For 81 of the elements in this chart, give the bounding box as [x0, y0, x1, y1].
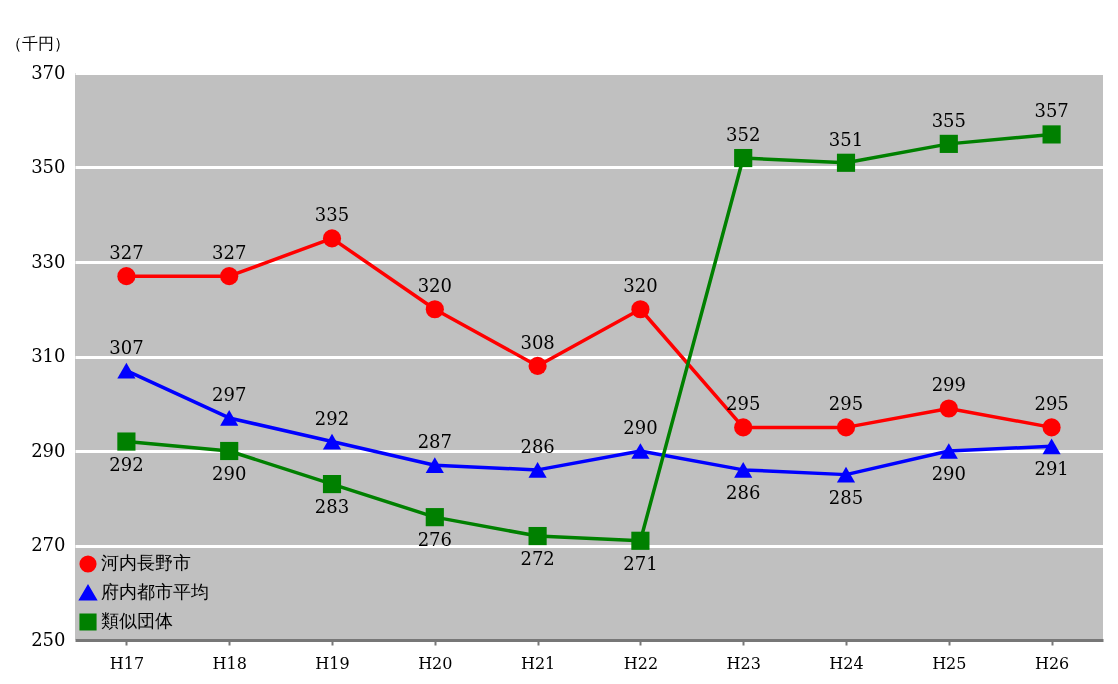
point [425, 457, 444, 474]
x-tick-label: H17 [109, 653, 145, 673]
point [117, 267, 136, 286]
point [939, 134, 958, 153]
point [836, 153, 856, 172]
data-label: 335 [314, 204, 350, 226]
point [117, 362, 136, 379]
y-tick-label: 370 [31, 61, 66, 83]
y-tick-label: 270 [31, 534, 66, 555]
point [322, 474, 342, 494]
point [425, 508, 444, 527]
x-tick-label: H26 [1034, 653, 1070, 673]
x-tick-label: H25 [932, 653, 967, 673]
point [734, 462, 753, 478]
data-label: 357 [1034, 100, 1069, 122]
data-label: 295 [726, 393, 761, 415]
data-label: 286 [520, 435, 555, 457]
x-tick-label: H19 [315, 653, 350, 673]
y-tick-label: 250 [31, 628, 66, 650]
data-label: 285 [828, 486, 864, 508]
x-tick-label: H22 [623, 653, 659, 673]
point [1042, 438, 1061, 455]
point [322, 433, 342, 450]
legend-label: 河内長野市 [101, 552, 191, 573]
legend-label: 類似団体 [101, 610, 173, 631]
data-label: 352 [726, 124, 761, 146]
data-label: 283 [314, 496, 350, 518]
point [220, 410, 239, 426]
data-label: 297 [212, 383, 247, 405]
y-tick-label: 310 [31, 345, 66, 366]
point [1042, 125, 1061, 144]
point [631, 300, 650, 319]
point [220, 267, 239, 286]
data-label: 290 [623, 417, 658, 438]
data-label: 295 [828, 393, 864, 415]
data-label: 320 [417, 275, 452, 297]
point [734, 418, 753, 437]
point [1042, 418, 1061, 437]
data-label: 299 [931, 374, 966, 396]
data-label: 351 [828, 128, 864, 150]
y-tick-label: 290 [31, 439, 66, 461]
data-label: 320 [623, 275, 658, 297]
y-tick-label: 330 [31, 250, 66, 272]
data-label: 290 [212, 463, 247, 484]
legend-label: 府内都市平均 [101, 581, 209, 602]
point [836, 466, 856, 483]
data-label: 355 [931, 109, 966, 131]
y-tick-label: 350 [31, 156, 66, 177]
point [939, 399, 958, 418]
data-label: 308 [520, 331, 555, 353]
point [734, 148, 753, 168]
point [425, 300, 444, 319]
data-label: 276 [417, 529, 452, 551]
data-label: 307 [109, 336, 144, 358]
data-label: 271 [623, 552, 658, 574]
x-tick-label: H24 [829, 653, 864, 673]
data-label: 290 [931, 463, 966, 484]
data-label: 287 [417, 431, 452, 453]
point [939, 443, 958, 459]
point [528, 356, 547, 376]
data-label: 327 [109, 242, 144, 264]
point [631, 531, 650, 550]
point [528, 462, 547, 478]
point [631, 443, 650, 459]
data-label: 291 [1034, 458, 1069, 480]
x-tick-label: H20 [418, 653, 453, 673]
point [117, 432, 136, 451]
point [322, 229, 342, 248]
point [836, 418, 856, 437]
data-label: 272 [520, 548, 555, 570]
x-tick-label: H23 [726, 653, 761, 673]
data-label: 292 [314, 407, 350, 429]
x-tick-label: H18 [212, 653, 247, 673]
y-axis-title: （千円） [5, 33, 70, 53]
data-label: 295 [1034, 393, 1069, 415]
x-tick-label: H21 [520, 653, 556, 673]
point [528, 526, 547, 546]
data-label: 286 [726, 481, 761, 503]
data-label: 292 [109, 453, 144, 475]
point [220, 441, 239, 461]
data-label: 327 [212, 242, 247, 264]
